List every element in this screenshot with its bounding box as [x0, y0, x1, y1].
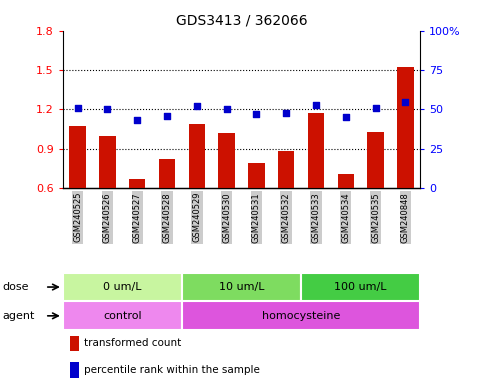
Text: GSM240530: GSM240530: [222, 192, 231, 243]
Text: 100 um/L: 100 um/L: [334, 282, 387, 292]
Text: percentile rank within the sample: percentile rank within the sample: [84, 365, 260, 375]
Bar: [278, 151, 294, 188]
Text: GSM240527: GSM240527: [133, 192, 142, 243]
Text: control: control: [103, 311, 142, 321]
Text: transformed count: transformed count: [84, 338, 182, 348]
Text: GSM240535: GSM240535: [371, 192, 380, 243]
Bar: [189, 124, 205, 188]
Text: 0 um/L: 0 um/L: [103, 282, 142, 292]
Bar: [248, 163, 265, 188]
Point: [104, 106, 112, 113]
Bar: [338, 174, 354, 188]
Text: dose: dose: [2, 282, 29, 292]
Text: agent: agent: [2, 311, 35, 321]
Bar: [159, 159, 175, 188]
Point: [253, 111, 260, 117]
Text: 10 um/L: 10 um/L: [219, 282, 264, 292]
Point: [133, 118, 141, 124]
Point: [193, 103, 201, 109]
Point: [74, 105, 82, 111]
Bar: [99, 136, 115, 188]
Bar: [63, 273, 182, 301]
Point: [163, 113, 171, 119]
Bar: [308, 113, 324, 188]
Bar: [368, 132, 384, 188]
Text: GSM240534: GSM240534: [341, 192, 350, 243]
Text: GSM240848: GSM240848: [401, 192, 410, 243]
Text: GSM240529: GSM240529: [192, 192, 201, 243]
Bar: [70, 336, 79, 351]
Bar: [129, 179, 145, 188]
Bar: [218, 133, 235, 188]
Bar: [301, 273, 420, 301]
Bar: [182, 301, 420, 330]
Bar: [70, 362, 79, 377]
Bar: [63, 301, 182, 330]
Point: [282, 109, 290, 116]
Text: GSM240525: GSM240525: [73, 192, 82, 243]
Text: GDS3413 / 362066: GDS3413 / 362066: [176, 13, 307, 27]
Point: [372, 105, 380, 111]
Text: GSM240526: GSM240526: [103, 192, 112, 243]
Text: homocysteine: homocysteine: [262, 311, 340, 321]
Text: GSM240531: GSM240531: [252, 192, 261, 243]
Bar: [397, 68, 413, 188]
Point: [342, 114, 350, 121]
Point: [312, 102, 320, 108]
Text: GSM240528: GSM240528: [163, 192, 171, 243]
Bar: [182, 273, 301, 301]
Point: [401, 98, 409, 104]
Text: GSM240533: GSM240533: [312, 192, 320, 243]
Bar: [70, 126, 86, 188]
Point: [223, 106, 230, 113]
Text: GSM240532: GSM240532: [282, 192, 291, 243]
